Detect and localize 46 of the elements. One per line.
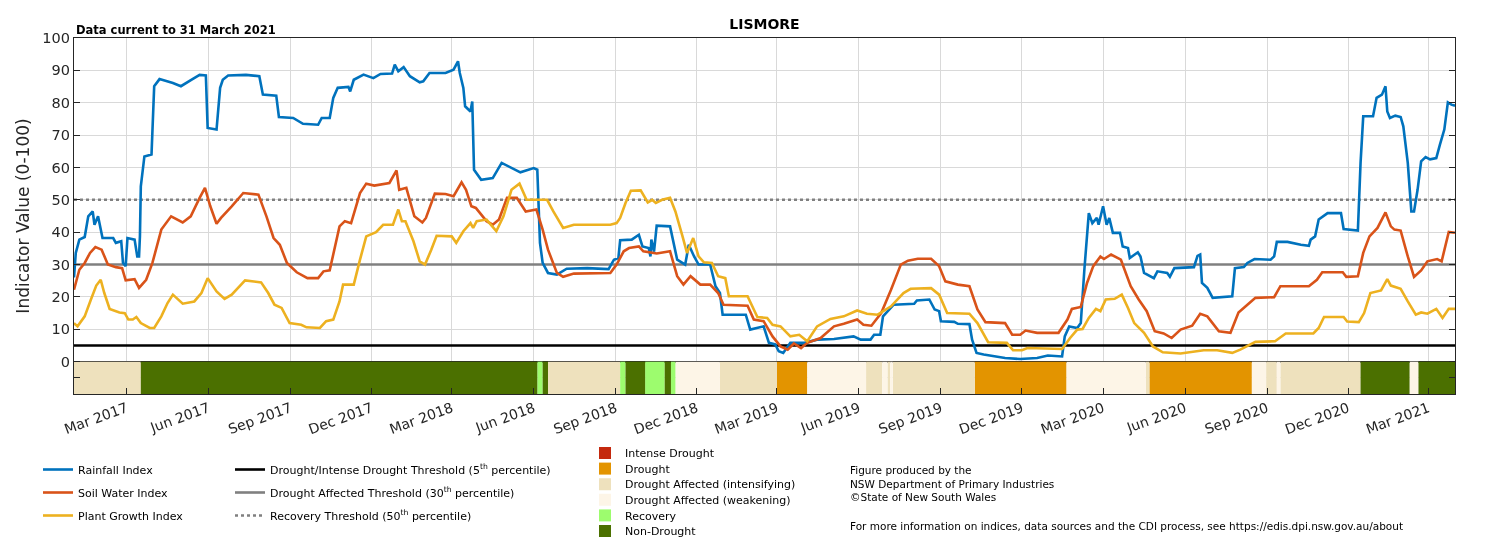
x-tick-label: Jun 2018 xyxy=(472,399,538,436)
x-tick-label: Dec 2020 xyxy=(1282,399,1352,438)
x-tick-label: Jun 2019 xyxy=(797,399,863,436)
legend-label: Non-Drought xyxy=(625,525,697,539)
x-tick-label: Sep 2018 xyxy=(551,399,620,438)
legend-label: Plant Growth Index xyxy=(78,509,184,523)
y-tick-label: 10 xyxy=(51,321,70,338)
line-series xyxy=(74,60,1455,361)
x-tick-label: Dec 2018 xyxy=(631,399,701,438)
legend-label: Rainfall Index xyxy=(78,463,154,477)
x-tick-label: Jun 2020 xyxy=(1123,399,1189,436)
y-tick-label: 50 xyxy=(51,191,70,208)
legend-label: Drought xyxy=(625,462,671,476)
legend-label: Soil Water Index xyxy=(78,486,169,500)
legend-label: Recovery xyxy=(625,509,677,523)
y-tick-label: 90 xyxy=(51,62,70,79)
x-tick-label: Dec 2017 xyxy=(306,399,375,438)
y-axis-title: Indicator Value (0-100) xyxy=(12,118,33,314)
y-tick-label: 60 xyxy=(51,159,70,176)
x-tick-label: Mar 2020 xyxy=(1038,399,1107,438)
x-tick-label: Mar 2017 xyxy=(62,399,130,438)
legend-label: Recovery Threshold (50$^{th}$ percentile) xyxy=(270,508,472,523)
y-tick-label: 40 xyxy=(51,224,70,241)
y-tick-label: 80 xyxy=(51,94,70,111)
x-tick-label: Mar 2018 xyxy=(387,399,456,438)
y-tick-label: 20 xyxy=(51,288,70,305)
chart-title: LISMORE xyxy=(729,15,800,32)
y-tick-label: 100 xyxy=(42,30,70,47)
text: For more information on indices, data sources and the CDI process, see https://edis.dpi.nsw.gov.au/about xyxy=(850,520,1404,532)
y-tick-label: 30 xyxy=(51,256,70,273)
text: Figure produced by the NSW Department of Primary Industries ©State of New South Wales xyxy=(850,464,1055,504)
x-tick-label: Mar 2021 xyxy=(1363,399,1432,438)
chart-subtitle: Data current to 31 March 2021 xyxy=(76,23,276,37)
legend-label: Drought/Intense Drought Threshold (5$^{th}$ percentile) xyxy=(270,462,551,477)
legend-label: Intense Drought xyxy=(625,447,715,461)
legend-label: Drought Affected (intensifying) xyxy=(625,478,796,492)
y-tick-label: 70 xyxy=(51,127,70,144)
x-tick-label: Mar 2019 xyxy=(712,399,781,438)
legend-label: Drought Affected (weakening) xyxy=(625,494,791,508)
y-tick-label: 0 xyxy=(60,353,70,370)
x-tick-label: Dec 2019 xyxy=(956,399,1026,438)
x-tick-label: Sep 2020 xyxy=(1202,399,1271,438)
x-tick-label: Jun 2017 xyxy=(147,399,212,436)
x-tick-label: Sep 2019 xyxy=(876,399,945,438)
x-tick-label: Sep 2017 xyxy=(226,399,294,438)
legend-label: Drought Affected Threshold (30$^{th}$ percentile) xyxy=(270,485,515,500)
